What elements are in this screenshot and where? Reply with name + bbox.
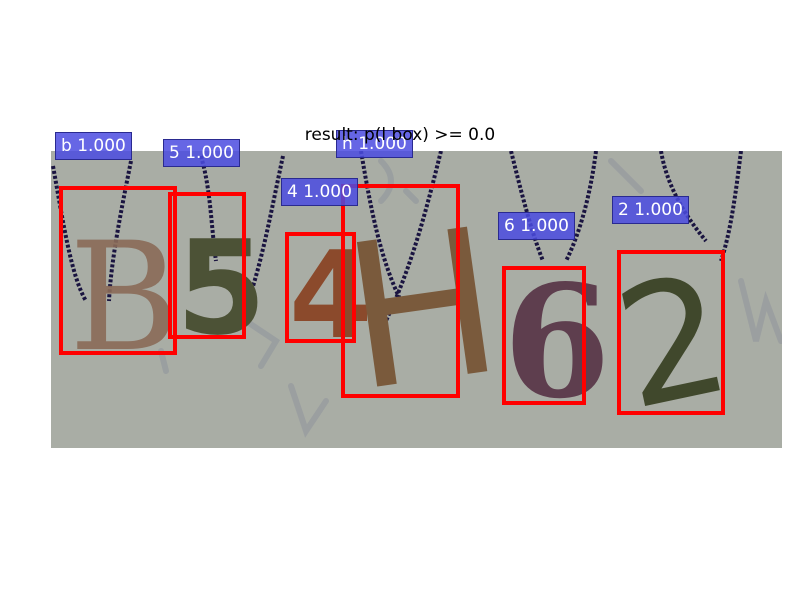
score: 1.000 bbox=[520, 216, 569, 236]
score: 1.000 bbox=[303, 182, 352, 202]
class-name: h bbox=[342, 134, 353, 154]
score: 1.000 bbox=[77, 136, 126, 156]
detection-box-4 bbox=[285, 232, 356, 343]
detection-box-5 bbox=[168, 192, 246, 339]
class-name: 2 bbox=[618, 200, 629, 220]
score: 1.000 bbox=[634, 200, 683, 220]
class-name: 5 bbox=[169, 143, 180, 163]
detection-label-h: h 1.000 bbox=[336, 130, 413, 158]
detection-box-b bbox=[59, 186, 177, 355]
score: 1.000 bbox=[358, 134, 407, 154]
detection-label-b: b 1.000 bbox=[55, 132, 132, 160]
detection-label-4: 4 1.000 bbox=[281, 178, 358, 206]
figure-title: result: p(l box) >= 0.0 bbox=[304, 125, 496, 145]
class-name: 4 bbox=[287, 182, 298, 202]
score: 1.000 bbox=[185, 143, 234, 163]
detection-box-h bbox=[341, 184, 460, 398]
detection-box-2 bbox=[617, 250, 725, 415]
class-name: 6 bbox=[504, 216, 515, 236]
detection-label-6: 6 1.000 bbox=[498, 212, 575, 240]
detection-box-6 bbox=[502, 266, 586, 405]
detection-label-2: 2 1.000 bbox=[612, 196, 689, 224]
detection-label-5: 5 1.000 bbox=[163, 139, 240, 167]
svg-text:B: B bbox=[69, 211, 179, 385]
class-name: b bbox=[61, 136, 72, 156]
